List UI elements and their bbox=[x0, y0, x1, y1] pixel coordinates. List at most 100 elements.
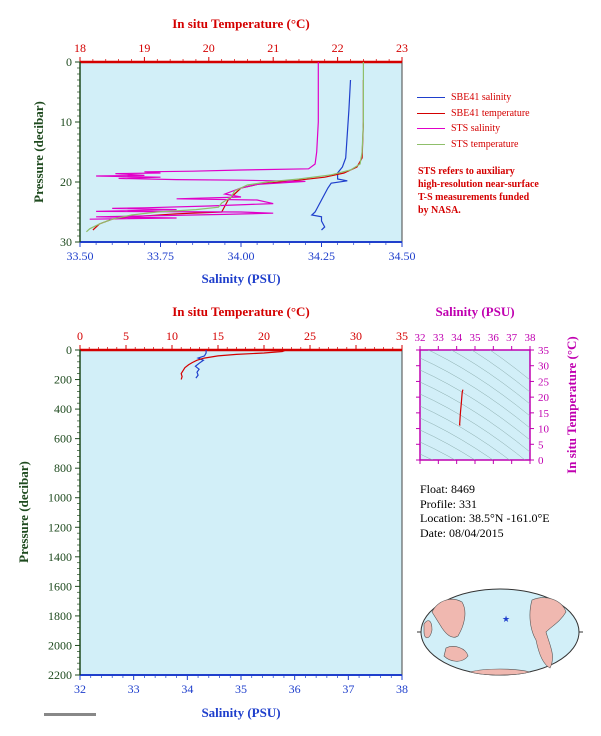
top-axis-tick-label: 21 bbox=[267, 41, 279, 55]
legend-label: STS salinity bbox=[451, 123, 501, 135]
y-axis-tick-label: 1000 bbox=[48, 491, 72, 505]
date: Date: 08/04/2015 bbox=[420, 525, 504, 540]
ts-right-tick-label: 10 bbox=[538, 424, 550, 436]
top-axis-tick-label: 15 bbox=[212, 329, 224, 343]
ts-top-tick-label: 38 bbox=[525, 332, 537, 344]
y-axis-tick-label: 400 bbox=[54, 402, 72, 416]
top-axis-tick-label: 19 bbox=[138, 41, 150, 55]
top-axis-tick-label: 10 bbox=[166, 329, 178, 343]
y-axis-tick-label: 1600 bbox=[48, 579, 72, 593]
y-axis-tick-label: 1800 bbox=[48, 609, 72, 623]
note-line: high-resolution near-surface bbox=[418, 179, 539, 190]
ts-series-line bbox=[458, 389, 464, 426]
top-axis-tick-label: 20 bbox=[203, 41, 215, 55]
ts-top-tick-label: 33 bbox=[433, 332, 445, 344]
bottom-axis-tick-label: 36 bbox=[289, 682, 301, 696]
lower-sal-axis-title: Salinity (PSU) bbox=[201, 705, 280, 720]
ts-right-tick-label: 5 bbox=[538, 439, 544, 451]
top-axis-tick-label: 35 bbox=[396, 329, 408, 343]
note-line: by NASA. bbox=[418, 205, 461, 216]
upper-chart: 18 19 20 21 22 23 33.50 33.75 34.00 34.25 34.50 0 10… bbox=[31, 16, 416, 286]
ts-top-tick-label: 35 bbox=[470, 332, 482, 344]
y-axis-tick-label: 2000 bbox=[48, 638, 72, 652]
float-info: Float: 8469 Profile: 331 Location: 38.5°… bbox=[420, 482, 550, 540]
legend: SBE41 salinity SBE41 temperature STS sal… bbox=[417, 90, 530, 152]
map-land-west bbox=[423, 620, 433, 639]
y-axis-tick-label: 20 bbox=[60, 175, 72, 189]
bottom-axis-tick-label: 33 bbox=[128, 682, 140, 696]
top-axis-tick-label: 22 bbox=[332, 41, 344, 55]
ts-density-contour bbox=[489, 350, 530, 381]
bottom-axis-tick-label: 38 bbox=[396, 682, 408, 696]
legend-item: SBE41 salinity bbox=[417, 90, 530, 106]
sts-note: STS refers to auxiliary high-resolution … bbox=[418, 165, 539, 217]
series-line-sts-salinity bbox=[89, 62, 319, 220]
ts-diagram: 32 33 34 35 36 37 38 0 5 10 15 20 25 30 35 Salinity (P… bbox=[415, 304, 580, 474]
legend-swatch bbox=[417, 112, 445, 114]
y-axis-tick-label: 10 bbox=[60, 115, 72, 129]
ts-plot-area bbox=[419, 349, 531, 461]
note-line: STS refers to auxiliary bbox=[418, 166, 515, 177]
lower-pressure-axis-title: Pressure (decibar) bbox=[16, 461, 31, 563]
ts-density-contour bbox=[420, 381, 530, 453]
ts-density-contour bbox=[420, 453, 434, 460]
series-line-temperature bbox=[180, 349, 287, 380]
bottom-axis-tick-label: 35 bbox=[235, 682, 247, 696]
legend-item: STS salinity bbox=[417, 121, 530, 137]
lower-plot-area bbox=[79, 349, 403, 676]
float-location-marker: ★ bbox=[502, 614, 510, 624]
bottom-axis-tick-label: 37 bbox=[342, 682, 354, 696]
ts-right-tick-label: 20 bbox=[538, 392, 550, 404]
ts-top-tick-label: 36 bbox=[488, 332, 500, 344]
ts-density-contour bbox=[420, 369, 530, 441]
y-axis-tick-label: 2200 bbox=[48, 668, 72, 682]
ts-right-tick-label: 30 bbox=[538, 361, 550, 373]
series-line-sbe41-salinity bbox=[310, 79, 352, 231]
bottom-axis-tick-label: 34.50 bbox=[389, 249, 416, 263]
legend-swatch bbox=[417, 97, 445, 99]
lower-temp-axis-title: In situ Temperature (°C) bbox=[172, 304, 310, 319]
y-axis-tick-label: 1400 bbox=[48, 550, 72, 564]
upper-plot-area bbox=[79, 61, 403, 243]
world-map: ★ bbox=[417, 588, 583, 676]
ts-density-contour bbox=[420, 441, 456, 460]
series-line-salinity bbox=[194, 350, 207, 379]
top-axis-tick-label: 23 bbox=[396, 41, 408, 55]
ts-top-tick-label: 34 bbox=[451, 332, 463, 344]
ts-temp-axis-title: In situ Temperature (°C) bbox=[564, 336, 579, 474]
y-axis-tick-label: 0 bbox=[66, 55, 72, 69]
legend-label: SBE41 salinity bbox=[451, 92, 512, 104]
bottom-axis-tick-label: 34.00 bbox=[228, 249, 255, 263]
top-axis-tick-label: 5 bbox=[123, 329, 129, 343]
upper-sal-axis-title: Salinity (PSU) bbox=[201, 271, 280, 286]
y-axis-tick-label: 200 bbox=[54, 373, 72, 387]
y-axis-tick-label: 600 bbox=[54, 432, 72, 446]
map-land-asia bbox=[431, 599, 466, 638]
map-land-americas bbox=[529, 597, 567, 669]
ts-right-tick-label: 25 bbox=[538, 376, 550, 388]
ts-density-contour bbox=[420, 417, 494, 460]
legend-swatch bbox=[417, 143, 445, 145]
y-axis-tick-label: 800 bbox=[54, 461, 72, 475]
legend-item: STS temperature bbox=[417, 137, 530, 153]
footer-mark bbox=[44, 713, 96, 716]
ts-right-tick-label: 0 bbox=[538, 455, 544, 467]
profile-number: Profile: 331 bbox=[420, 496, 477, 511]
note-line: T-S measurements funded bbox=[418, 192, 530, 203]
ts-right-tick-label: 35 bbox=[538, 345, 550, 357]
legend-label: SBE41 temperature bbox=[451, 107, 530, 119]
bottom-axis-tick-label: 34.25 bbox=[308, 249, 335, 263]
ts-top-tick-label: 32 bbox=[415, 332, 426, 344]
map-land-australia bbox=[443, 646, 469, 662]
top-axis-tick-label: 0 bbox=[77, 329, 83, 343]
top-axis-tick-label: 18 bbox=[74, 41, 86, 55]
upper-pressure-axis-title: Pressure (decibar) bbox=[31, 101, 46, 203]
ts-density-contour bbox=[471, 350, 530, 393]
float-id: Float: 8469 bbox=[420, 482, 476, 496]
y-axis-tick-label: 1200 bbox=[48, 520, 72, 534]
bottom-axis-tick-label: 32 bbox=[74, 682, 86, 696]
top-axis-tick-label: 20 bbox=[258, 329, 270, 343]
ts-sal-axis-title: Salinity (PSU) bbox=[435, 304, 514, 319]
map-land-antarctica bbox=[468, 668, 532, 676]
